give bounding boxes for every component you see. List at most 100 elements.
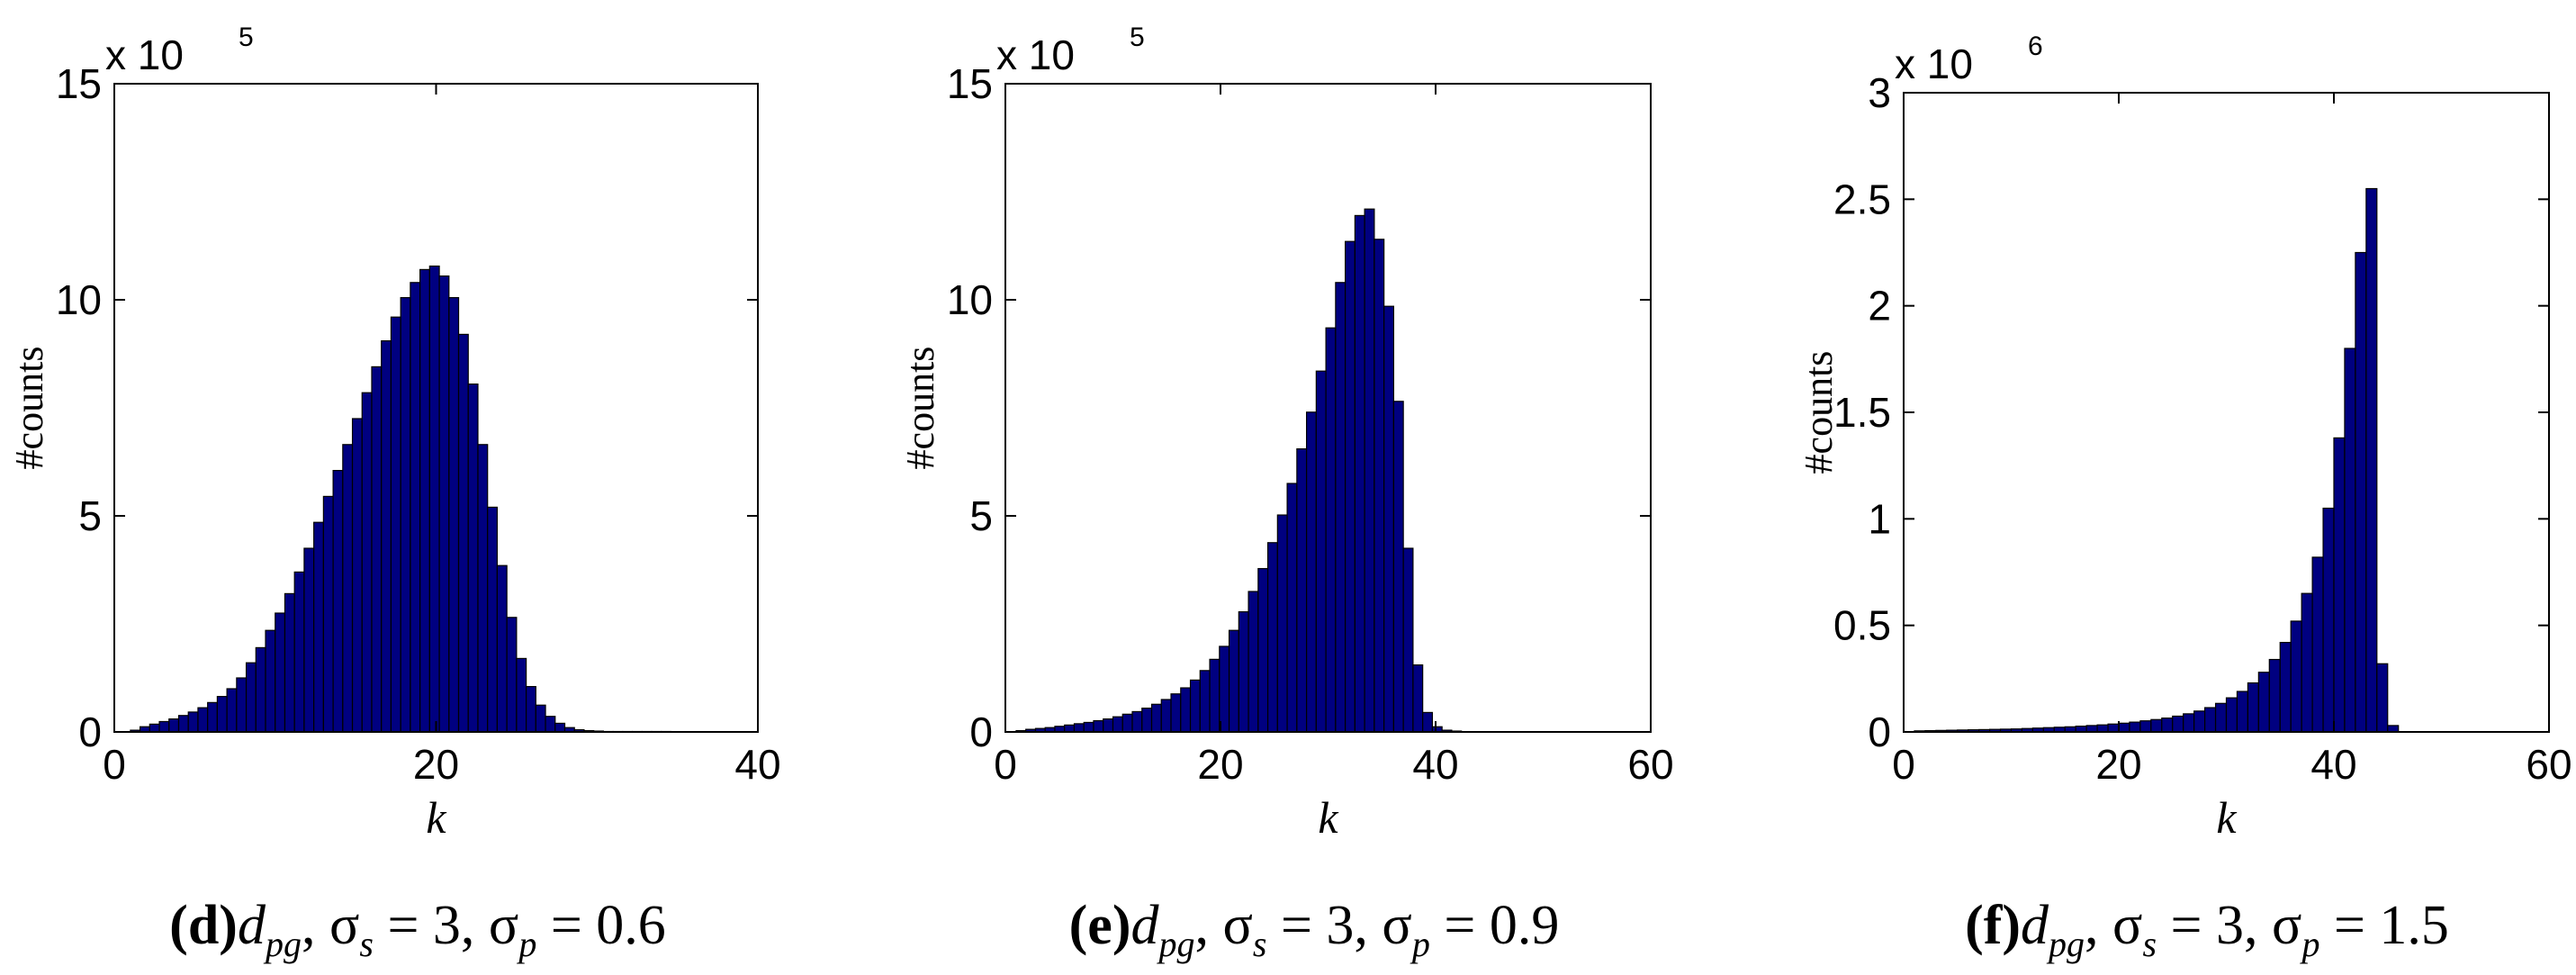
bar xyxy=(371,366,383,733)
bar xyxy=(438,275,450,733)
bar xyxy=(168,718,180,733)
bar xyxy=(158,720,170,733)
bar xyxy=(1180,687,1192,733)
caption-part: (e) xyxy=(1069,895,1131,956)
y-multiplier: x 10 6 xyxy=(1895,32,2043,87)
caption-part: , σ xyxy=(302,895,359,956)
bar xyxy=(1073,723,1085,733)
caption-part: p xyxy=(2299,924,2319,964)
bar xyxy=(255,646,266,733)
bar xyxy=(226,688,238,733)
bar xyxy=(525,685,536,733)
bar xyxy=(2172,715,2184,733)
panel-caption: (d)dpg, σs = 3, σp = 0.6 xyxy=(169,895,666,964)
bar xyxy=(1276,514,1288,733)
caption-part: s xyxy=(2142,924,2157,964)
bar xyxy=(1402,547,1414,733)
multiplier-exponent: 5 xyxy=(1130,23,1145,52)
bar xyxy=(2311,556,2324,733)
caption-part: = 3, σ xyxy=(374,895,518,956)
x-tick-label: 20 xyxy=(2095,741,2141,788)
bar xyxy=(2333,437,2346,733)
bar xyxy=(284,592,295,733)
bars xyxy=(1015,208,1463,733)
bar xyxy=(2150,718,2163,733)
bar xyxy=(1412,664,1424,733)
caption-part: d xyxy=(1130,895,1159,956)
bar xyxy=(1103,718,1114,733)
bar xyxy=(2183,713,2195,733)
y-tick-label: 2 xyxy=(1868,283,1891,330)
bar xyxy=(1315,370,1327,733)
bar xyxy=(275,612,286,733)
bar xyxy=(400,297,411,733)
caption-part: d xyxy=(2021,895,2049,956)
y-tick-label: 1 xyxy=(1868,495,1891,542)
panel-e: 0 20 40 60 0 5 10 15x 10 5 #counts k (e)dpg, σs = 3… xyxy=(898,23,1674,964)
bar xyxy=(1257,567,1269,733)
bar xyxy=(1354,214,1365,733)
bar xyxy=(2387,725,2400,733)
caption-part: = 3, σ xyxy=(1266,895,1411,956)
bar xyxy=(2344,348,2356,733)
bar xyxy=(1286,483,1298,733)
bar xyxy=(448,297,460,733)
bar xyxy=(2268,658,2281,733)
bar xyxy=(322,495,334,733)
bar xyxy=(2107,723,2120,733)
bar xyxy=(535,704,546,733)
y-tick-label: 15 xyxy=(56,60,102,107)
bar xyxy=(2236,691,2248,733)
bar xyxy=(216,696,228,733)
x-tick-label: 20 xyxy=(413,741,459,788)
caption-part: pg xyxy=(263,924,302,964)
bar xyxy=(177,715,189,733)
panel-caption: (f)dpg, σs = 3, σp = 1.5 xyxy=(1965,895,2449,964)
bar xyxy=(313,521,324,733)
bar xyxy=(265,629,276,733)
bar xyxy=(428,265,440,733)
bar xyxy=(2096,724,2109,733)
bars xyxy=(1914,187,2400,733)
bar xyxy=(207,701,218,733)
bar xyxy=(1228,629,1239,733)
axes-frame xyxy=(1004,83,1652,733)
bar xyxy=(2204,707,2217,733)
x-axis-label: k xyxy=(2216,792,2237,843)
caption-part: , σ xyxy=(2085,895,2142,956)
multiplier-base: x 10 xyxy=(996,32,1075,78)
x-axis-label: k xyxy=(426,792,446,843)
y-multiplier: x 10 5 xyxy=(105,23,254,78)
panel-d: 0 20 40 0 5 10 15x 10 5 #counts k (d)dpg, σs = 3, … xyxy=(7,23,781,964)
bar xyxy=(1093,719,1104,733)
y-tick-label: 0 xyxy=(969,709,993,755)
axes-frame xyxy=(1903,92,2550,733)
bar xyxy=(1064,724,1076,733)
x-tick-label: 40 xyxy=(734,741,780,788)
bar xyxy=(236,677,248,733)
bar xyxy=(390,316,401,733)
bar xyxy=(1422,711,1434,733)
bar xyxy=(1364,208,1375,733)
bar xyxy=(1112,716,1123,733)
bar xyxy=(1170,693,1182,733)
y-axis-label: #counts xyxy=(1797,351,1841,474)
bar xyxy=(457,333,469,733)
bar xyxy=(487,506,499,733)
bar xyxy=(332,469,344,733)
bar xyxy=(2279,641,2292,733)
bar xyxy=(1335,282,1347,733)
x-axis-label: k xyxy=(1318,792,1338,843)
bar xyxy=(303,547,315,733)
bar xyxy=(2193,710,2206,733)
y-tick-label: 5 xyxy=(78,492,102,539)
panel-f: 0 20 40 60 0 0.5 1 1.5 2 2.5 3x 10 6 #counts k (f)dpg,… xyxy=(1797,32,2572,964)
bar xyxy=(1083,721,1094,733)
y-tick-label: 1.5 xyxy=(1833,389,1891,436)
caption-part: = 0.9 xyxy=(1430,895,1559,956)
caption-part: (f) xyxy=(1965,895,2021,956)
bar xyxy=(1296,448,1308,733)
bar xyxy=(1141,707,1153,733)
caption-part: (d) xyxy=(169,895,238,956)
x-tick-label: 0 xyxy=(103,741,126,788)
